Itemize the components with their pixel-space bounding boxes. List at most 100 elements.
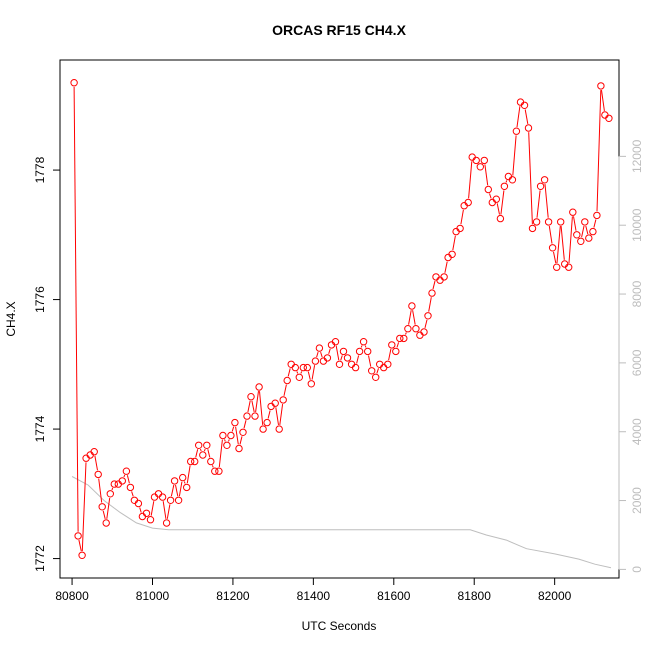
series-segment (500, 190, 505, 215)
x-tick-label: 81600 (377, 589, 411, 603)
series-segment (484, 164, 489, 186)
data-point (166, 496, 175, 504)
data-point (170, 477, 179, 485)
data-point (456, 224, 464, 233)
data-point (275, 425, 283, 433)
series-segment (126, 475, 130, 484)
data-point (548, 244, 557, 252)
series-segment (275, 407, 279, 425)
series-segment (186, 465, 191, 484)
data-point (355, 347, 364, 356)
data-point (412, 325, 420, 333)
data-point (247, 393, 255, 401)
y-tick-label: 1772 (33, 545, 47, 572)
data-point (78, 551, 86, 559)
series-segment (211, 465, 214, 468)
series-segment (593, 219, 597, 228)
data-point (267, 402, 275, 411)
series-segment (247, 400, 251, 413)
x-tick-label: 80800 (55, 589, 89, 603)
data-point (195, 441, 203, 449)
y-tick-label: 1778 (33, 156, 47, 183)
data-point (311, 357, 320, 365)
series-segment (432, 280, 436, 290)
series-segment (360, 345, 363, 348)
data-point (243, 412, 251, 420)
data-point (496, 214, 505, 223)
series-segment (207, 449, 211, 458)
data-point (488, 198, 496, 207)
series-segment (243, 420, 247, 429)
y2-tick-label: 0 (630, 566, 644, 573)
series-segment (239, 436, 243, 445)
data-point (90, 448, 98, 456)
series-segment (356, 355, 360, 364)
data-point (364, 347, 372, 356)
series-segment (73, 86, 79, 532)
series-segment (259, 391, 264, 425)
series-segment (516, 106, 521, 128)
data-point (154, 490, 163, 498)
data-point (376, 360, 384, 368)
data-point (585, 234, 593, 242)
series-segment (195, 449, 199, 458)
data-point (259, 425, 267, 433)
data-point (492, 195, 500, 203)
series-segment (78, 539, 82, 552)
data-point (203, 441, 211, 449)
series-segment (183, 481, 186, 484)
data-point (187, 457, 195, 466)
data-point (428, 289, 436, 297)
data-point (577, 237, 585, 246)
data-point (255, 383, 263, 391)
series-segment (166, 504, 171, 519)
series-segment (316, 351, 319, 358)
series-segment (224, 439, 226, 442)
data-point (351, 363, 360, 372)
series-segment (468, 161, 473, 199)
series-segment (412, 310, 416, 325)
data-point (251, 412, 259, 420)
data-point (299, 363, 307, 372)
x-tick-label: 81000 (136, 589, 170, 603)
data-point (472, 156, 480, 165)
y-axis-left: 1772 1774 1776 1778 (33, 156, 61, 572)
series-segment (460, 209, 464, 225)
data-point (70, 79, 78, 87)
series-segment (585, 225, 589, 235)
series-segment (364, 345, 367, 348)
data-point (134, 499, 143, 508)
data-point (504, 172, 513, 181)
data-point (500, 182, 509, 191)
y2-tick-label: 12000 (630, 139, 644, 173)
data-point (279, 396, 287, 404)
data-point (464, 198, 472, 207)
data-point (440, 273, 448, 281)
series-segment (162, 501, 167, 519)
series-segment (328, 348, 331, 354)
x-tick-label: 82000 (538, 589, 572, 603)
data-point (227, 431, 235, 440)
series-segment (528, 132, 533, 225)
data-point (408, 302, 416, 310)
data-point (235, 444, 243, 453)
y-tick-label: 1776 (33, 286, 47, 313)
data-point (420, 328, 428, 336)
series-segment (175, 484, 179, 497)
primary-series (70, 79, 613, 559)
series-segment (287, 368, 291, 377)
data-point (396, 334, 404, 343)
data-point (388, 341, 396, 349)
x-tick-label: 81200 (216, 589, 250, 603)
data-point (347, 360, 356, 368)
data-point (86, 451, 94, 459)
data-point (263, 418, 271, 427)
series-segment (444, 261, 448, 273)
data-point (215, 467, 223, 475)
data-point (605, 114, 613, 123)
data-point (331, 338, 340, 346)
data-point (207, 457, 215, 466)
series-segment (150, 501, 155, 516)
series-segment (320, 351, 323, 358)
data-point (158, 493, 167, 501)
